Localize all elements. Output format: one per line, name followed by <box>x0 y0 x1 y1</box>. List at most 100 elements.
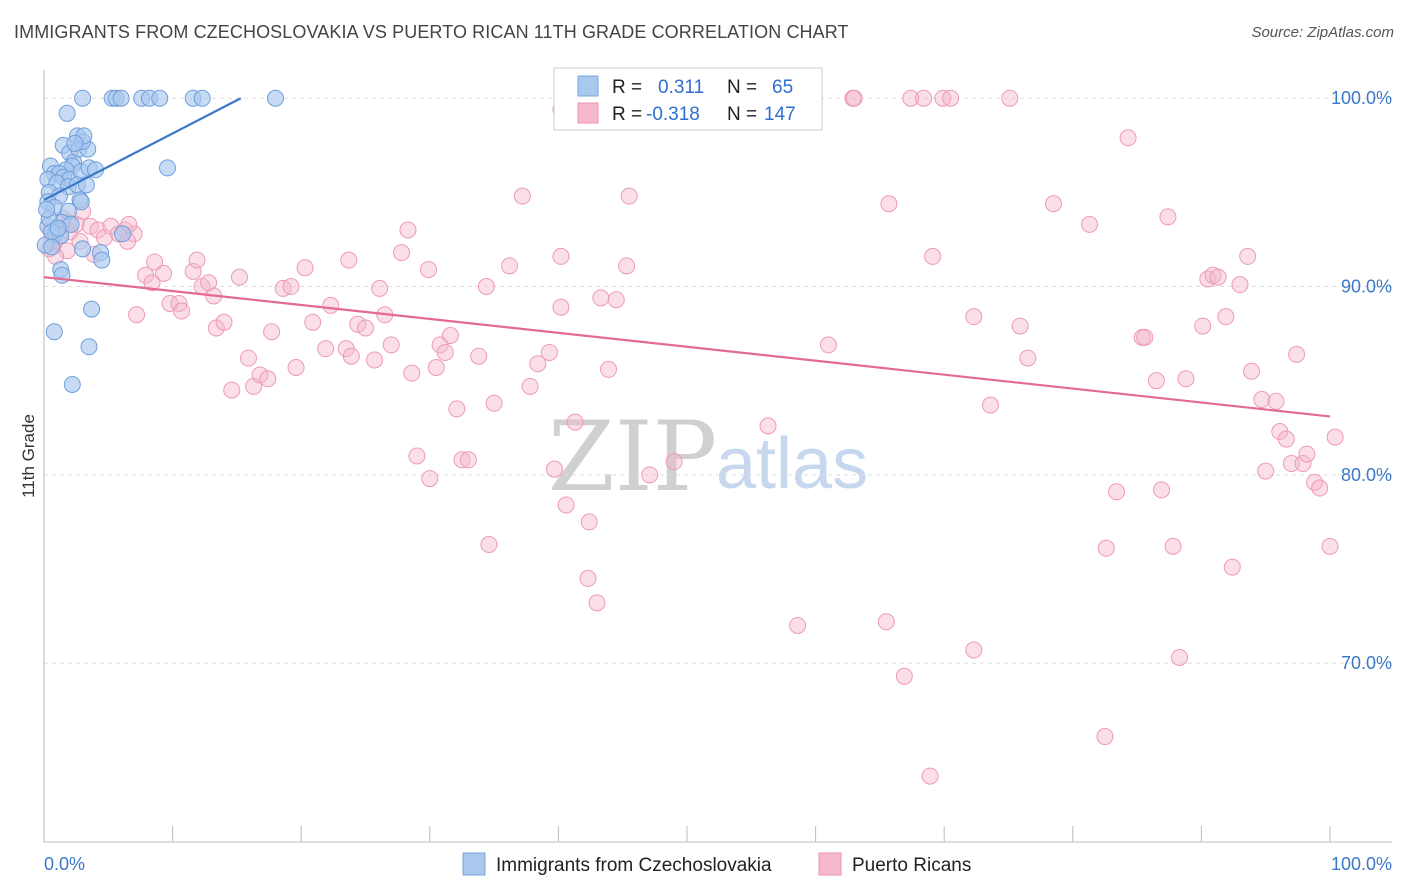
watermark: ZIP atlas <box>548 401 868 513</box>
point-blue-51 <box>93 251 111 269</box>
point-pink-56 <box>357 319 374 337</box>
point-pink-116 <box>981 396 999 414</box>
point-blue-61 <box>80 338 98 356</box>
point-blue-53 <box>53 266 71 284</box>
legend-n-value-2: 147 <box>764 104 796 125</box>
watermark-zip: ZIP <box>548 401 717 513</box>
point-pink-122 <box>1096 728 1114 746</box>
point-pink-114 <box>965 308 983 326</box>
point-pink-89 <box>580 513 598 531</box>
point-pink-109 <box>915 89 933 107</box>
stats-legend: R = 0.311 N = 65 R = -0.318 N = 147 <box>553 67 823 131</box>
point-pink-32 <box>188 251 206 269</box>
point-pink-39 <box>230 268 248 286</box>
point-pink-82 <box>540 343 558 361</box>
point-pink-138 <box>1217 308 1235 326</box>
point-pink-85 <box>552 247 570 265</box>
legend-r-label-1: R = <box>612 77 642 98</box>
point-blue-34 <box>77 176 95 194</box>
legend-n-value-1: 65 <box>772 77 793 98</box>
point-pink-91 <box>592 289 610 307</box>
chart-source: Source: ZipAtlas.com <box>1251 24 1394 41</box>
point-pink-25 <box>143 274 161 292</box>
point-pink-84 <box>552 298 570 316</box>
point-pink-78 <box>501 257 519 275</box>
legend-swatch-blue <box>577 75 599 97</box>
legend-n-label-1: N = <box>727 77 757 98</box>
point-blue-8 <box>193 89 211 107</box>
point-pink-90 <box>588 594 606 612</box>
point-pink-134 <box>1194 317 1212 335</box>
point-pink-31 <box>184 262 202 280</box>
point-pink-105 <box>877 613 895 631</box>
point-pink-42 <box>251 366 269 384</box>
legend-r-value-1: 0.311 <box>658 77 704 98</box>
point-pink-55 <box>349 315 367 333</box>
point-blue-6 <box>151 89 169 107</box>
point-pink-26 <box>146 253 164 271</box>
point-blue-19 <box>66 134 84 152</box>
point-pink-110 <box>921 767 939 785</box>
y-tick-label-2: 80.0% <box>1341 465 1392 485</box>
point-pink-46 <box>282 278 300 296</box>
point-pink-107 <box>895 667 913 685</box>
point-pink-67 <box>427 359 445 377</box>
y-tick-label-0: 100.0% <box>1331 88 1392 108</box>
point-pink-124 <box>1108 483 1126 501</box>
point-pink-95 <box>620 187 638 205</box>
point-pink-81 <box>529 355 547 373</box>
point-blue-10 <box>58 104 76 122</box>
x-tick-label-right: 100.0% <box>1331 854 1392 874</box>
point-pink-92 <box>600 360 618 378</box>
point-pink-141 <box>1239 247 1257 265</box>
point-pink-83 <box>546 460 564 478</box>
point-pink-120 <box>1045 195 1063 213</box>
point-pink-44 <box>263 323 281 341</box>
point-pink-54 <box>340 251 358 269</box>
point-blue-49 <box>74 240 92 258</box>
point-pink-97 <box>665 453 683 471</box>
point-pink-71 <box>448 400 466 418</box>
point-pink-49 <box>304 313 322 331</box>
point-pink-87 <box>566 413 584 431</box>
point-pink-74 <box>470 347 488 365</box>
point-blue-58 <box>38 200 56 218</box>
point-pink-145 <box>1267 392 1285 410</box>
point-pink-123 <box>1097 539 1115 557</box>
series-legend-label-1: Immigrants from Czechoslovakia <box>496 855 772 876</box>
point-pink-58 <box>371 279 389 297</box>
point-pink-132 <box>1171 648 1189 666</box>
legend-r-value-2: -0.318 <box>646 104 700 125</box>
series-legend-swatch-blue <box>462 852 486 876</box>
point-pink-113 <box>942 89 960 107</box>
point-pink-61 <box>393 244 411 262</box>
point-pink-133 <box>1177 370 1195 388</box>
stats-legend-box <box>553 67 823 131</box>
point-pink-23 <box>128 306 146 324</box>
point-pink-150 <box>1294 455 1312 473</box>
y-tick-label-1: 90.0% <box>1341 277 1392 297</box>
point-pink-106 <box>880 195 898 213</box>
trend-line-pink <box>43 276 1331 418</box>
point-pink-70 <box>441 326 459 344</box>
point-pink-104 <box>845 89 863 107</box>
point-pink-118 <box>1011 317 1029 335</box>
x-axis-ticks <box>43 826 1331 842</box>
point-pink-117 <box>1001 89 1019 107</box>
point-pink-37 <box>215 313 233 331</box>
point-pink-86 <box>557 496 575 514</box>
point-pink-148 <box>1282 455 1300 473</box>
point-pink-137 <box>1209 268 1227 286</box>
point-pink-96 <box>641 466 659 484</box>
point-pink-43 <box>259 370 277 388</box>
point-pink-151 <box>1298 445 1316 463</box>
watermark-atlas: atlas <box>716 424 868 504</box>
point-blue-57 <box>49 219 67 237</box>
series-legend: Immigrants from Czechoslovakia Puerto Ri… <box>462 852 971 876</box>
point-pink-108 <box>902 89 920 107</box>
x-tick-label-left: 0.0% <box>44 854 85 874</box>
point-pink-65 <box>420 261 438 279</box>
point-pink-144 <box>1257 462 1275 480</box>
point-pink-72 <box>453 451 471 469</box>
